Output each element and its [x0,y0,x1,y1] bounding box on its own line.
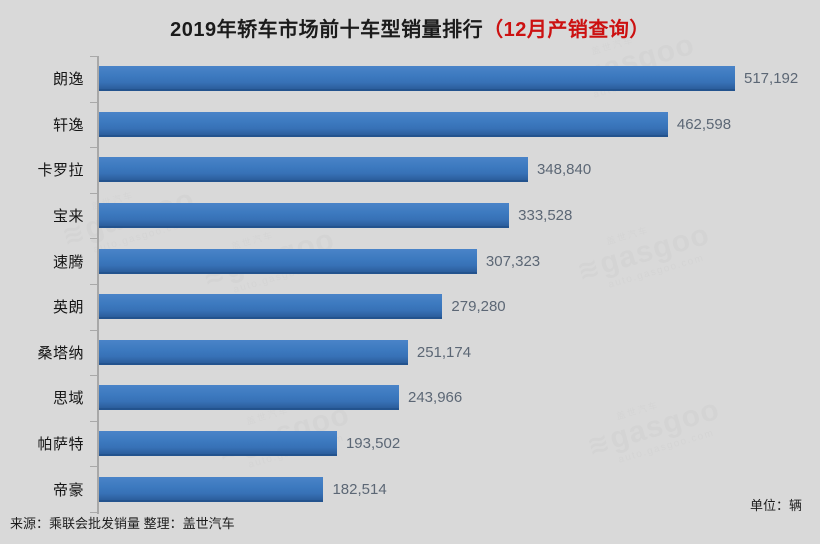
category-label: 英朗 [52,299,84,317]
category-label: 桑塔纳 [37,344,84,362]
bar-row: 卡罗拉 348,840 [0,147,820,193]
bar-and-value: 462,598 [99,102,731,148]
axis-tick [90,420,97,422]
bar [99,476,324,502]
bar-row: 英朗 279,280 [0,284,820,330]
bar [99,111,668,137]
category-label: 思域 [52,390,84,408]
category-label: 朗逸 [52,71,84,89]
bar-and-value: 182,514 [99,466,387,512]
y-axis-line [97,56,99,514]
axis-tick [90,238,97,240]
bar-and-value: 251,174 [99,330,471,376]
unit-note: 单位：辆 [749,498,802,513]
category-label: 帕萨特 [37,436,84,454]
category-label: 卡罗拉 [37,162,84,180]
bar-value-label: 182,514 [332,480,387,498]
bar-and-value: 193,502 [99,421,400,467]
bar-row: 思域 243,966 [0,375,820,421]
chart-title-highlight: （12月产销查询） [483,19,650,41]
bar [99,66,735,92]
bar-value-label: 279,280 [451,298,506,316]
bar [99,294,443,320]
bar-and-value: 307,323 [99,238,540,284]
bar-row: 宝来 333,528 [0,193,820,239]
axis-tick [90,375,97,377]
bar-value-label: 348,840 [536,161,592,179]
category-label: 宝来 [52,208,84,226]
plot-area: 朗逸 517,192 轩逸 462,598 卡罗拉 348,840 宝来 333,528 速腾 3… [0,50,820,518]
axis-tick [90,192,97,194]
bar-and-value: 333,528 [99,193,572,239]
bar-value-label: 462,598 [676,115,732,133]
bar-row: 速腾 307,323 [0,238,820,284]
category-label: 速腾 [52,253,84,271]
bar [99,157,528,183]
axis-tick [90,329,97,331]
axis-tick [90,284,97,285]
bar-row: 轩逸 462,598 [0,102,820,148]
bar-value-label: 517,192 [744,70,799,88]
bar-value-label: 243,966 [408,389,463,407]
axis-tick [90,56,97,57]
axis-tick [90,466,97,468]
bar [99,203,510,229]
bar [99,431,337,457]
bar-and-value: 243,966 [99,375,462,421]
axis-tick [90,101,97,103]
bar-value-label: 307,323 [485,252,541,270]
axis-tick [90,512,97,513]
bar-row: 帝豪 182,514 [0,466,820,512]
bar-and-value: 279,280 [99,284,506,330]
category-label: 轩逸 [52,116,84,134]
bar [99,339,408,365]
bar-row: 朗逸 517,192 [0,56,820,102]
source-note: 来源：乘联会批发销量 整理：盖世汽车 [10,516,235,531]
bar-value-label: 251,174 [416,343,472,361]
category-label: 帝豪 [52,481,84,499]
bar-row: 桑塔纳 251,174 [0,330,820,376]
bar-and-value: 517,192 [99,56,798,102]
chart-title: 2019年轿车市场前十车型销量排行（12月产销查询） [0,13,820,42]
bar [99,248,477,274]
bar-value-label: 333,528 [518,207,573,225]
bar-value-label: 193,502 [345,435,401,453]
bar [99,385,399,411]
bar-and-value: 348,840 [99,147,591,193]
axis-tick [90,147,97,149]
bar-row: 帕萨特 193,502 [0,421,820,467]
chart-title-main: 2019年轿车市场前十车型销量排行 [170,19,484,41]
